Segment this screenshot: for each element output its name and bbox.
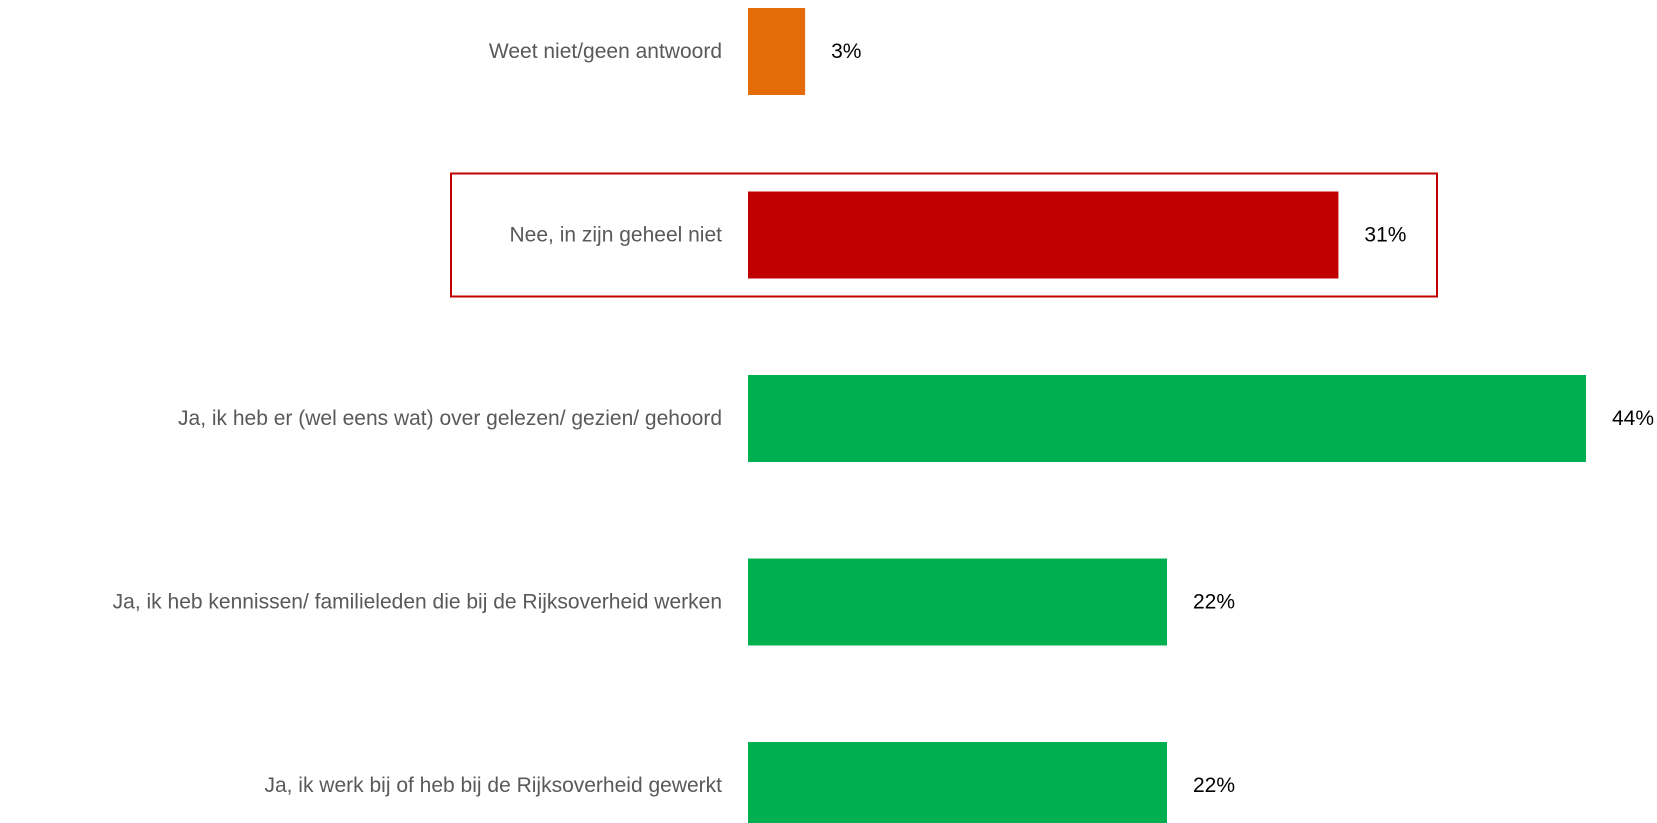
highlight-layer [450,172,1438,298]
value-label-4: 22% [1193,774,1235,797]
bar-4 [748,742,1167,823]
category-label-0: Weet niet/geen antwoord [489,40,722,63]
category-labels: Weet niet/geen antwoord Nee, in zijn gehe… [113,40,722,797]
value-labels: 3% 31% 44% 22% 22% [831,40,1654,797]
bars-layer [748,8,1586,823]
value-label-1: 31% [1364,224,1406,247]
category-label-3: Ja, ik heb kennissen/ familieleden die b… [113,591,722,614]
category-label-1: Nee, in zijn geheel niet [510,224,723,247]
bar-3 [748,558,1167,646]
bar-0 [748,8,806,95]
value-label-3: 22% [1193,591,1235,614]
bar-1 [748,191,1339,279]
value-label-0: 3% [831,40,861,63]
value-label-2: 44% [1612,407,1654,430]
category-label-4: Ja, ik werk bij of heb bij de Rijksoverh… [264,774,722,797]
category-label-2: Ja, ik heb er (wel eens wat) over geleze… [178,407,722,430]
bar-2 [748,375,1586,462]
highlight-box [450,172,1438,298]
